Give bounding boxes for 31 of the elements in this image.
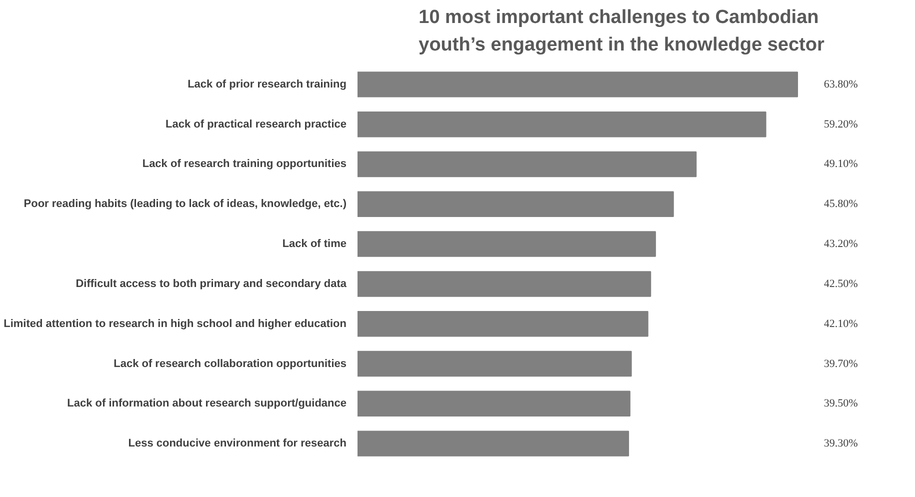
y-tick-label: Lack of research collaboration opportunities — [114, 358, 347, 370]
data-label: 59.20% — [824, 118, 858, 130]
y-tick-label: Less conducive environment for research — [128, 438, 347, 450]
y-tick-label: Difficult access to both primary and secondary data — [76, 278, 348, 290]
bar — [358, 191, 674, 218]
y-tick-label: Lack of prior research training — [188, 78, 346, 90]
bar — [358, 72, 798, 98]
y-tick-label: Poor reading habits (leading to lack of ideas, knowledge, etc.) — [24, 198, 347, 210]
bar — [358, 390, 630, 417]
data-label: 39.30% — [824, 438, 858, 450]
bar — [358, 310, 648, 337]
y-tick-label: Lack of practical research practice — [166, 118, 346, 130]
data-label: 45.80% — [824, 198, 858, 210]
data-label: 43.20% — [824, 238, 858, 250]
chart-title: 10 most important challenges to Cambodian youth’s engagement in the knowledge sector — [418, 7, 825, 56]
y-tick-label: Lack of research training opportunities — [142, 158, 347, 170]
data-label: 39.70% — [824, 358, 858, 370]
bar — [358, 430, 630, 456]
data-label: 42.10% — [824, 318, 858, 330]
data-label: 39.50% — [824, 398, 858, 410]
bar — [358, 271, 652, 297]
data-label: 49.10% — [824, 158, 858, 170]
data-label: 63.80% — [824, 78, 858, 90]
data-label: 42.50% — [824, 278, 858, 290]
bar — [358, 151, 697, 178]
bar — [358, 350, 632, 377]
bar — [358, 231, 656, 257]
bar — [358, 111, 766, 138]
y-tick-label: Lack of information about research support/guidance — [67, 398, 347, 410]
y-tick-label: Limited attention to research in high school and higher education — [4, 318, 347, 330]
y-tick-label: Lack of time — [282, 238, 347, 250]
